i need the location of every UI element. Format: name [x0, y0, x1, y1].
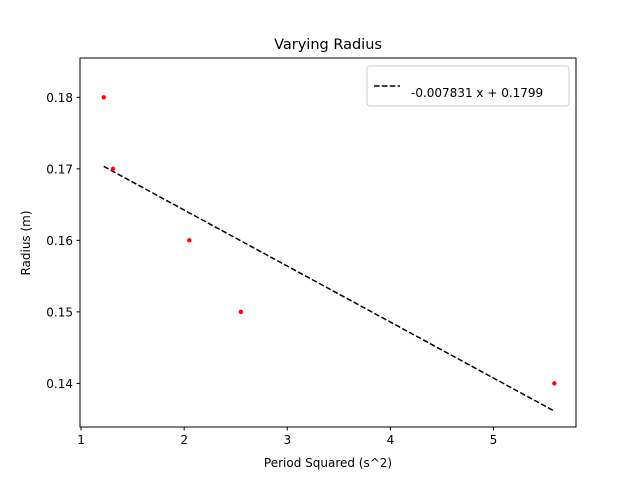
x-axis-label: Period Squared (s^2) [264, 456, 392, 470]
data-point-2 [110, 166, 116, 172]
chart-title: Varying Radius [274, 37, 382, 53]
x-tick-label: 3 [283, 433, 291, 447]
data-point-4 [238, 309, 244, 315]
x-tick-label: 4 [387, 433, 395, 447]
y-axis-label: Radius (m) [19, 210, 33, 275]
axes-frame [79, 57, 577, 428]
y-tick-label: 0.17 [46, 162, 73, 176]
data-point-3 [187, 238, 192, 243]
legend-box [366, 65, 570, 107]
x-tick-label: 1 [77, 433, 85, 447]
x-tick-label: 5 [490, 433, 498, 447]
data-point-1 [101, 95, 106, 100]
y-tick-label: 0.15 [46, 305, 73, 319]
y-tick-label: 0.14 [46, 377, 73, 391]
legend-label: -0.007831 x + 0.1799 [411, 86, 543, 100]
plot-area: 1 2 3 4 5 0.14 0.15 0.16 0.17 0.18 -0.007831 x + 0… [46, 57, 577, 447]
x-tick-label: 2 [180, 433, 188, 447]
legend: -0.007831 x + 0.1799 [366, 65, 570, 107]
data-point-5 [552, 381, 557, 386]
y-tick-label: 0.18 [46, 91, 73, 105]
fit-line [103, 165, 555, 412]
y-tick-label: 0.16 [46, 234, 73, 248]
